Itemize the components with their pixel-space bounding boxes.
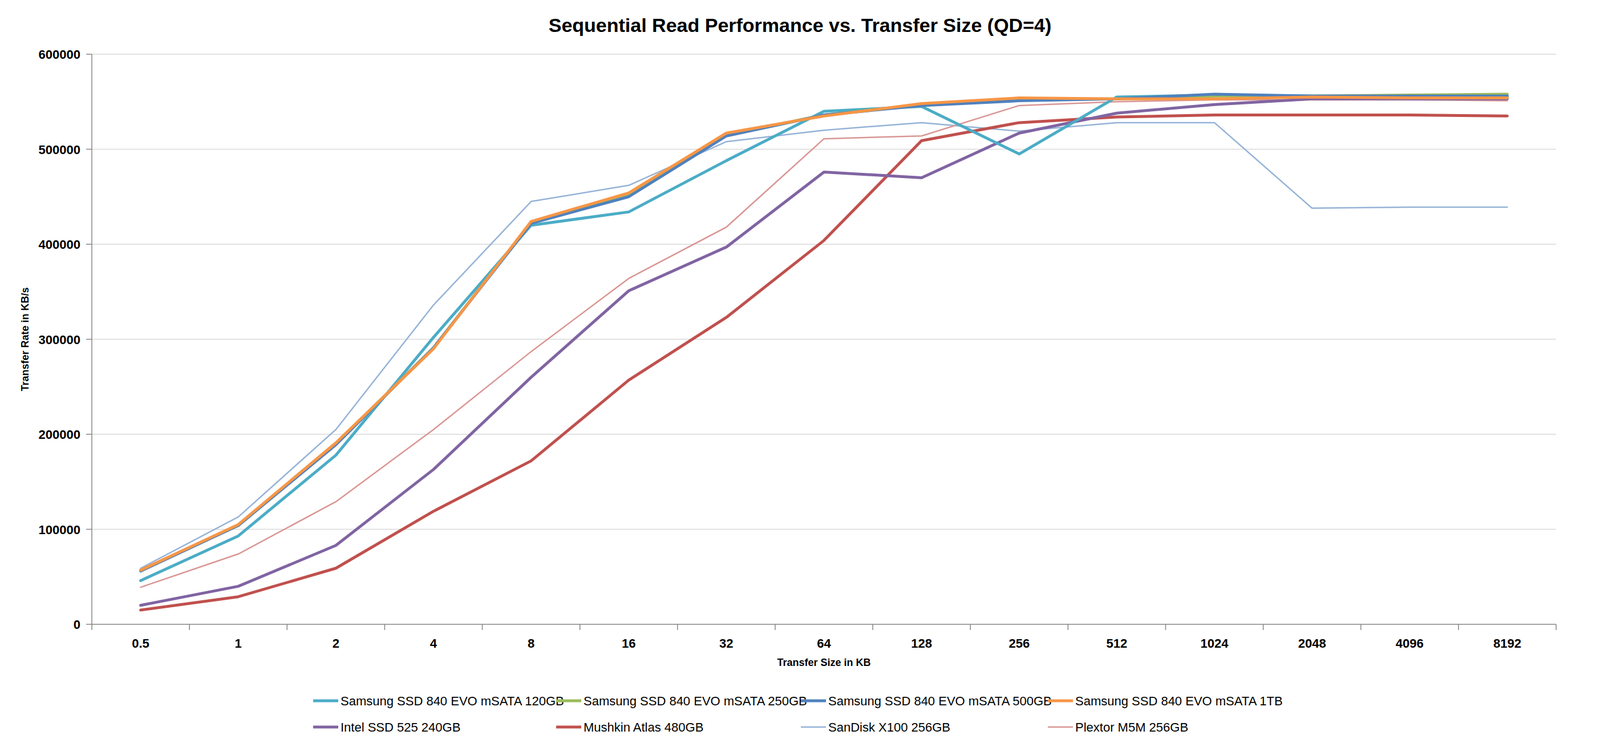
y-axis-title: Transfer Rate in KB/s	[19, 286, 31, 391]
x-tick-label: 8192	[1493, 636, 1522, 651]
x-tick	[677, 624, 679, 630]
x-tick-label: 512	[1106, 636, 1128, 651]
legend-swatch	[1047, 726, 1073, 728]
legend-swatch	[556, 699, 582, 703]
x-tick-label: 32	[719, 636, 733, 651]
y-tick-label: 400000	[38, 237, 81, 252]
y-tick-label: 100000	[38, 522, 81, 537]
x-axis	[91, 623, 1557, 625]
y-tick	[86, 338, 92, 340]
legend-label: SanDisk X100 256GB	[828, 719, 951, 735]
x-tick-label: 4096	[1395, 636, 1424, 651]
x-tick-label: 1024	[1200, 636, 1230, 651]
x-tick-label: 128	[910, 636, 933, 651]
x-tick	[579, 624, 581, 630]
y-tick	[86, 433, 92, 435]
x-tick-label: 2048	[1298, 636, 1327, 651]
legend-swatch	[1047, 699, 1073, 703]
x-tick	[969, 624, 971, 630]
grid-line	[91, 338, 1557, 340]
legend-swatch	[800, 726, 826, 728]
series-line	[140, 98, 1508, 605]
chart: Sequential Read Performance vs. Transfer…	[0, 0, 1600, 747]
legend-swatch	[313, 725, 339, 729]
x-tick-label: 1	[235, 636, 242, 651]
x-tick	[481, 624, 484, 630]
x-tick	[91, 624, 93, 630]
legend-label: Samsung SSD 840 EVO mSATA 500GB	[828, 693, 1052, 708]
x-tick	[188, 624, 190, 630]
y-tick-label: 500000	[38, 142, 81, 157]
y-tick-label: 200000	[38, 427, 81, 442]
grid-line	[91, 148, 1557, 151]
grid-line	[91, 433, 1557, 435]
y-tick	[86, 243, 92, 245]
legend-label: Mushkin Atlas 480GB	[583, 719, 704, 735]
y-tick	[86, 148, 92, 151]
x-tick-label: 4	[430, 636, 438, 651]
x-tick	[1555, 624, 1557, 630]
y-tick	[86, 623, 92, 625]
x-tick-label: 8	[527, 636, 535, 651]
legend-label: Intel SSD 525 240GB	[340, 719, 461, 735]
y-axis	[91, 54, 93, 625]
series-group	[140, 94, 1508, 610]
x-tick	[1067, 624, 1069, 630]
x-tick-label: 16	[621, 636, 636, 651]
grid-line	[91, 243, 1557, 245]
grid-line	[91, 53, 1557, 55]
series-line	[140, 96, 1508, 570]
legend-swatch	[556, 725, 582, 729]
y-tick-label: 0	[73, 617, 81, 632]
y-tick-label: 600000	[38, 47, 81, 62]
legend-label: Samsung SSD 840 EVO mSATA 1TB	[1075, 693, 1283, 708]
x-axis-title: Transfer Size in KB	[776, 656, 871, 668]
x-tick-label: 0.5	[131, 636, 150, 651]
y-tick-label: 300000	[38, 332, 81, 347]
x-tick	[286, 624, 289, 630]
y-tick	[86, 528, 92, 530]
x-tick	[872, 624, 874, 630]
x-tick-label: 64	[816, 636, 832, 651]
y-tick	[86, 53, 92, 55]
x-tick	[1165, 624, 1167, 630]
x-tick-label: 2	[332, 636, 340, 651]
series-line	[140, 115, 1508, 610]
series-line	[140, 95, 1508, 581]
x-tick	[1262, 624, 1265, 630]
legend-swatch	[800, 699, 826, 703]
series-line	[140, 122, 1508, 569]
x-tick	[1360, 624, 1362, 630]
legend-label: Samsung SSD 840 EVO mSATA 120GB	[340, 693, 565, 708]
series-line	[140, 94, 1508, 571]
legend-label: Plextor M5M 256GB	[1075, 719, 1189, 735]
legend-swatch	[313, 699, 339, 703]
series-line	[140, 94, 1508, 570]
x-tick	[384, 624, 386, 630]
x-tick-label: 256	[1008, 636, 1030, 651]
grid-line	[91, 528, 1557, 530]
legend-label: Samsung SSD 840 EVO mSATA 250GB	[583, 693, 808, 708]
x-tick	[774, 624, 776, 630]
title: Sequential Read Performance vs. Transfer…	[548, 14, 1052, 36]
x-tick	[1457, 624, 1460, 630]
